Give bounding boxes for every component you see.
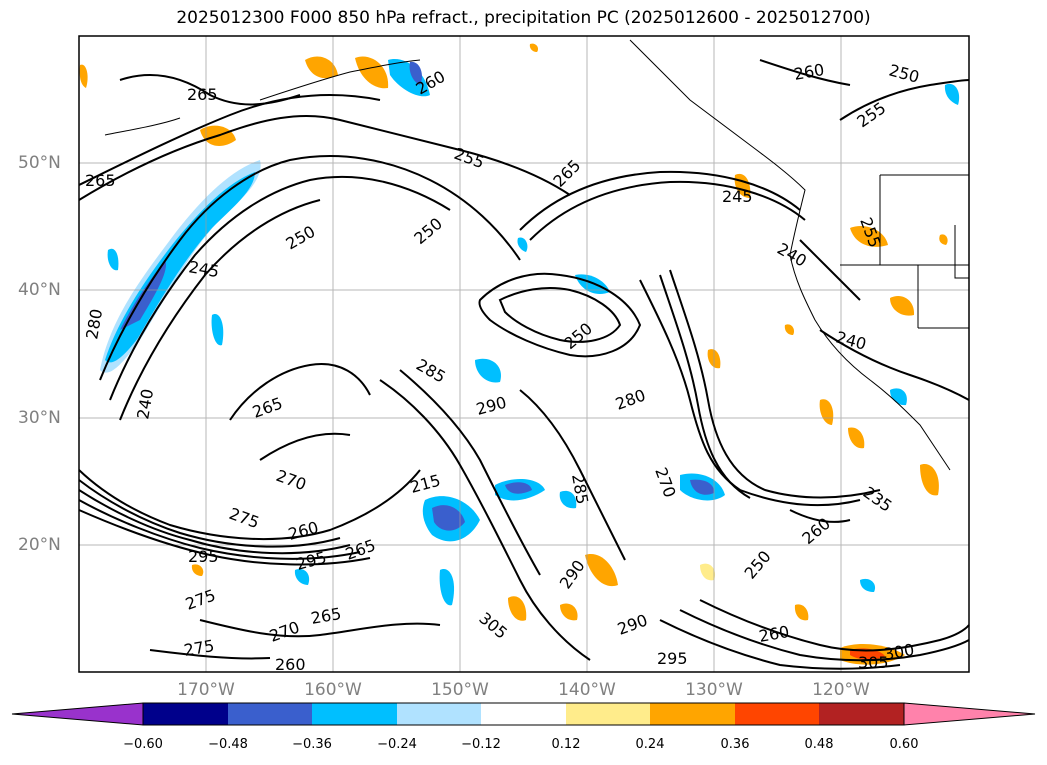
colorbar-segment bbox=[819, 703, 904, 725]
precip-negative-area bbox=[388, 59, 430, 97]
precip-positive-area bbox=[355, 56, 389, 89]
precip-positive-area bbox=[79, 64, 88, 88]
precip-positive-area bbox=[819, 399, 834, 425]
colorbar-segment bbox=[650, 703, 735, 725]
lon-label-160w: 160°W bbox=[304, 680, 362, 700]
lon-label-120w: 120°W bbox=[812, 680, 870, 700]
contour-label: 245 bbox=[722, 187, 753, 206]
colorbar-tick-label: 0.48 bbox=[804, 737, 834, 752]
colorbar-extend-left bbox=[11, 702, 144, 726]
contour-label: 265 bbox=[187, 85, 218, 104]
colorbar-segment bbox=[397, 703, 481, 725]
precip-positive-area bbox=[305, 56, 338, 79]
precip-negative-area bbox=[559, 490, 577, 509]
lon-label-140w: 140°W bbox=[558, 680, 616, 700]
precip-positive-area bbox=[920, 464, 939, 496]
colorbar-segment bbox=[481, 703, 566, 725]
precip-negative-area bbox=[890, 388, 907, 406]
map-title: 2025012300 F000 850 hPa refract., precip… bbox=[176, 8, 871, 28]
precip-positive-area bbox=[784, 324, 795, 335]
lat-label-50n: 50°N bbox=[18, 153, 61, 173]
colorbar-tick-label: −0.36 bbox=[292, 737, 332, 752]
precip-negative-area bbox=[439, 569, 455, 606]
colorbar-frame bbox=[142, 702, 905, 726]
contour-label: 295 bbox=[657, 649, 688, 668]
precip-positive-area bbox=[560, 603, 578, 621]
precip-negative-area bbox=[211, 314, 224, 346]
contour-label: 295 bbox=[188, 547, 219, 566]
precip-shading bbox=[79, 43, 960, 665]
precip-negative-area bbox=[690, 479, 715, 495]
refractivity-contours bbox=[78, 59, 970, 670]
plot-frame bbox=[78, 35, 970, 673]
lat-label-20n: 20°N bbox=[18, 535, 61, 555]
precip-positive-area bbox=[850, 225, 888, 247]
colorbar-extend-right bbox=[903, 702, 1036, 726]
lat-label-30n: 30°N bbox=[18, 408, 61, 428]
precip-positive-area bbox=[529, 43, 539, 52]
contour-label: 260 bbox=[275, 655, 306, 674]
precip-positive-area bbox=[939, 234, 948, 245]
precip-positive-area bbox=[890, 295, 915, 316]
lon-label-130w: 130°W bbox=[685, 680, 743, 700]
precip-negative-area bbox=[409, 61, 422, 85]
precip-negative-area bbox=[107, 248, 119, 271]
contour-label: 305 bbox=[858, 653, 889, 672]
colorbar-tick-label: −0.48 bbox=[208, 737, 248, 752]
colorbar-segment bbox=[228, 703, 312, 725]
precip-negative-area bbox=[517, 237, 528, 252]
contour-label: 265 bbox=[85, 171, 116, 190]
lon-label-170w: 170°W bbox=[177, 680, 235, 700]
colorbar-segment bbox=[566, 703, 650, 725]
coastlines bbox=[104, 39, 969, 471]
precip-negative-area bbox=[505, 482, 532, 494]
colorbar bbox=[11, 702, 1036, 726]
lat-label-40n: 40°N bbox=[18, 280, 61, 300]
colorbar-segment bbox=[143, 703, 228, 725]
colorbar-tick-label: −0.12 bbox=[461, 737, 501, 752]
precip-negative-area bbox=[475, 358, 501, 383]
precip-negative-area bbox=[432, 505, 465, 531]
colorbar-tick-label: −0.60 bbox=[123, 737, 163, 752]
colorbar-tick-label: 0.60 bbox=[889, 737, 919, 752]
colorbar-tick-label: 0.36 bbox=[720, 737, 750, 752]
colorbar-tick-label: −0.24 bbox=[377, 737, 417, 752]
colorbar-tick-label: 0.12 bbox=[551, 737, 581, 752]
precip-positive-area bbox=[794, 604, 809, 621]
precip-negative-area bbox=[944, 83, 960, 105]
precip-positive-area bbox=[191, 564, 204, 576]
precip-negative-area bbox=[860, 578, 876, 592]
lon-label-150w: 150°W bbox=[431, 680, 489, 700]
precip-positive-area bbox=[585, 554, 618, 587]
colorbar-segment bbox=[312, 703, 397, 725]
precip-positive-area bbox=[508, 596, 527, 621]
colorbar-tick-label: 0.24 bbox=[635, 737, 665, 752]
precip-positive-area bbox=[848, 427, 865, 449]
precip-positive-area bbox=[700, 563, 716, 581]
colorbar-segment bbox=[735, 703, 819, 725]
precip-negative-area bbox=[294, 569, 310, 585]
